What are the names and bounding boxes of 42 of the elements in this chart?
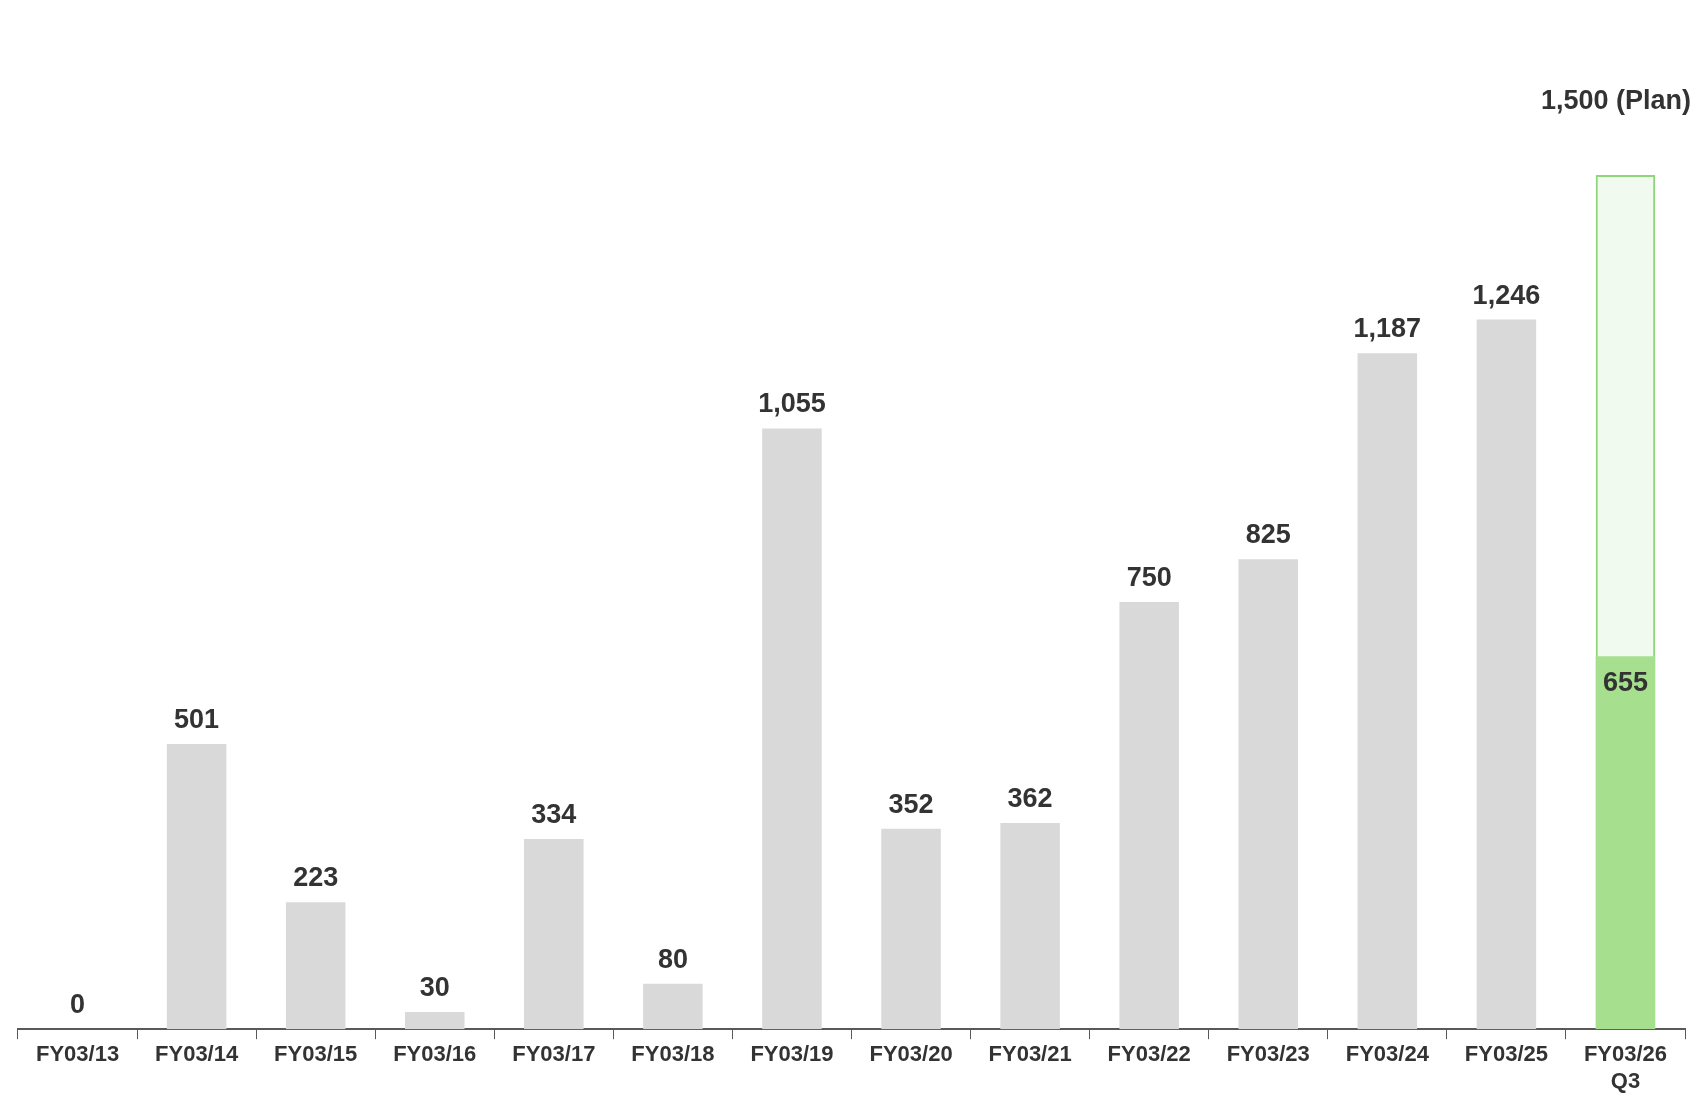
data-label: 30 <box>419 972 450 1003</box>
data-label: 362 <box>1007 782 1053 813</box>
bar <box>404 1012 465 1030</box>
data-label: 1,500 (Plan) <box>1540 84 1691 115</box>
bar <box>1357 353 1418 1030</box>
x-tick-label: FY03/16 <box>393 1041 477 1067</box>
bar <box>1000 823 1060 1030</box>
x-tick-label: FY03/18 <box>631 1041 715 1067</box>
x-tick-label: FY03/26 Q3 <box>1583 1041 1668 1093</box>
bar <box>881 828 941 1030</box>
x-tick-label: FY03/15 <box>274 1041 358 1067</box>
x-tick-label: FY03/24 <box>1345 1041 1430 1067</box>
x-tick-label: FY03/14 <box>155 1041 239 1067</box>
bar <box>285 902 346 1030</box>
data-label: 825 <box>1245 519 1291 550</box>
x-tick-label: FY03/23 <box>1226 1041 1310 1067</box>
data-label: 223 <box>293 862 339 893</box>
data-label: 80 <box>657 943 688 974</box>
data-label: 501 <box>174 703 220 734</box>
bar <box>1476 319 1537 1030</box>
data-label: 1,246 <box>1472 279 1541 310</box>
x-tick-label: FY03/21 <box>988 1041 1072 1067</box>
x-tick-label: FY03/22 <box>1107 1041 1191 1067</box>
bar <box>1595 656 1656 1030</box>
bar <box>643 983 703 1030</box>
x-tick-label: FY03/17 <box>512 1041 596 1067</box>
x-tick-label: FY03/25 <box>1464 1041 1548 1067</box>
x-tick-label: FY03/19 <box>750 1041 834 1067</box>
bar <box>166 743 227 1030</box>
data-label: 334 <box>531 798 577 829</box>
data-label: 655 <box>1602 667 1648 698</box>
data-label: 750 <box>1126 562 1172 593</box>
bar <box>524 838 584 1030</box>
data-label: 0 <box>70 989 86 1020</box>
bar <box>1119 602 1179 1030</box>
data-label: 1,055 <box>758 388 826 419</box>
data-label: 352 <box>888 788 934 819</box>
bar <box>762 428 822 1030</box>
bar <box>1238 559 1299 1030</box>
data-label: 1,187 <box>1353 313 1422 344</box>
x-tick-label: FY03/13 <box>35 1041 120 1067</box>
x-tick-label: FY03/20 <box>869 1041 953 1067</box>
